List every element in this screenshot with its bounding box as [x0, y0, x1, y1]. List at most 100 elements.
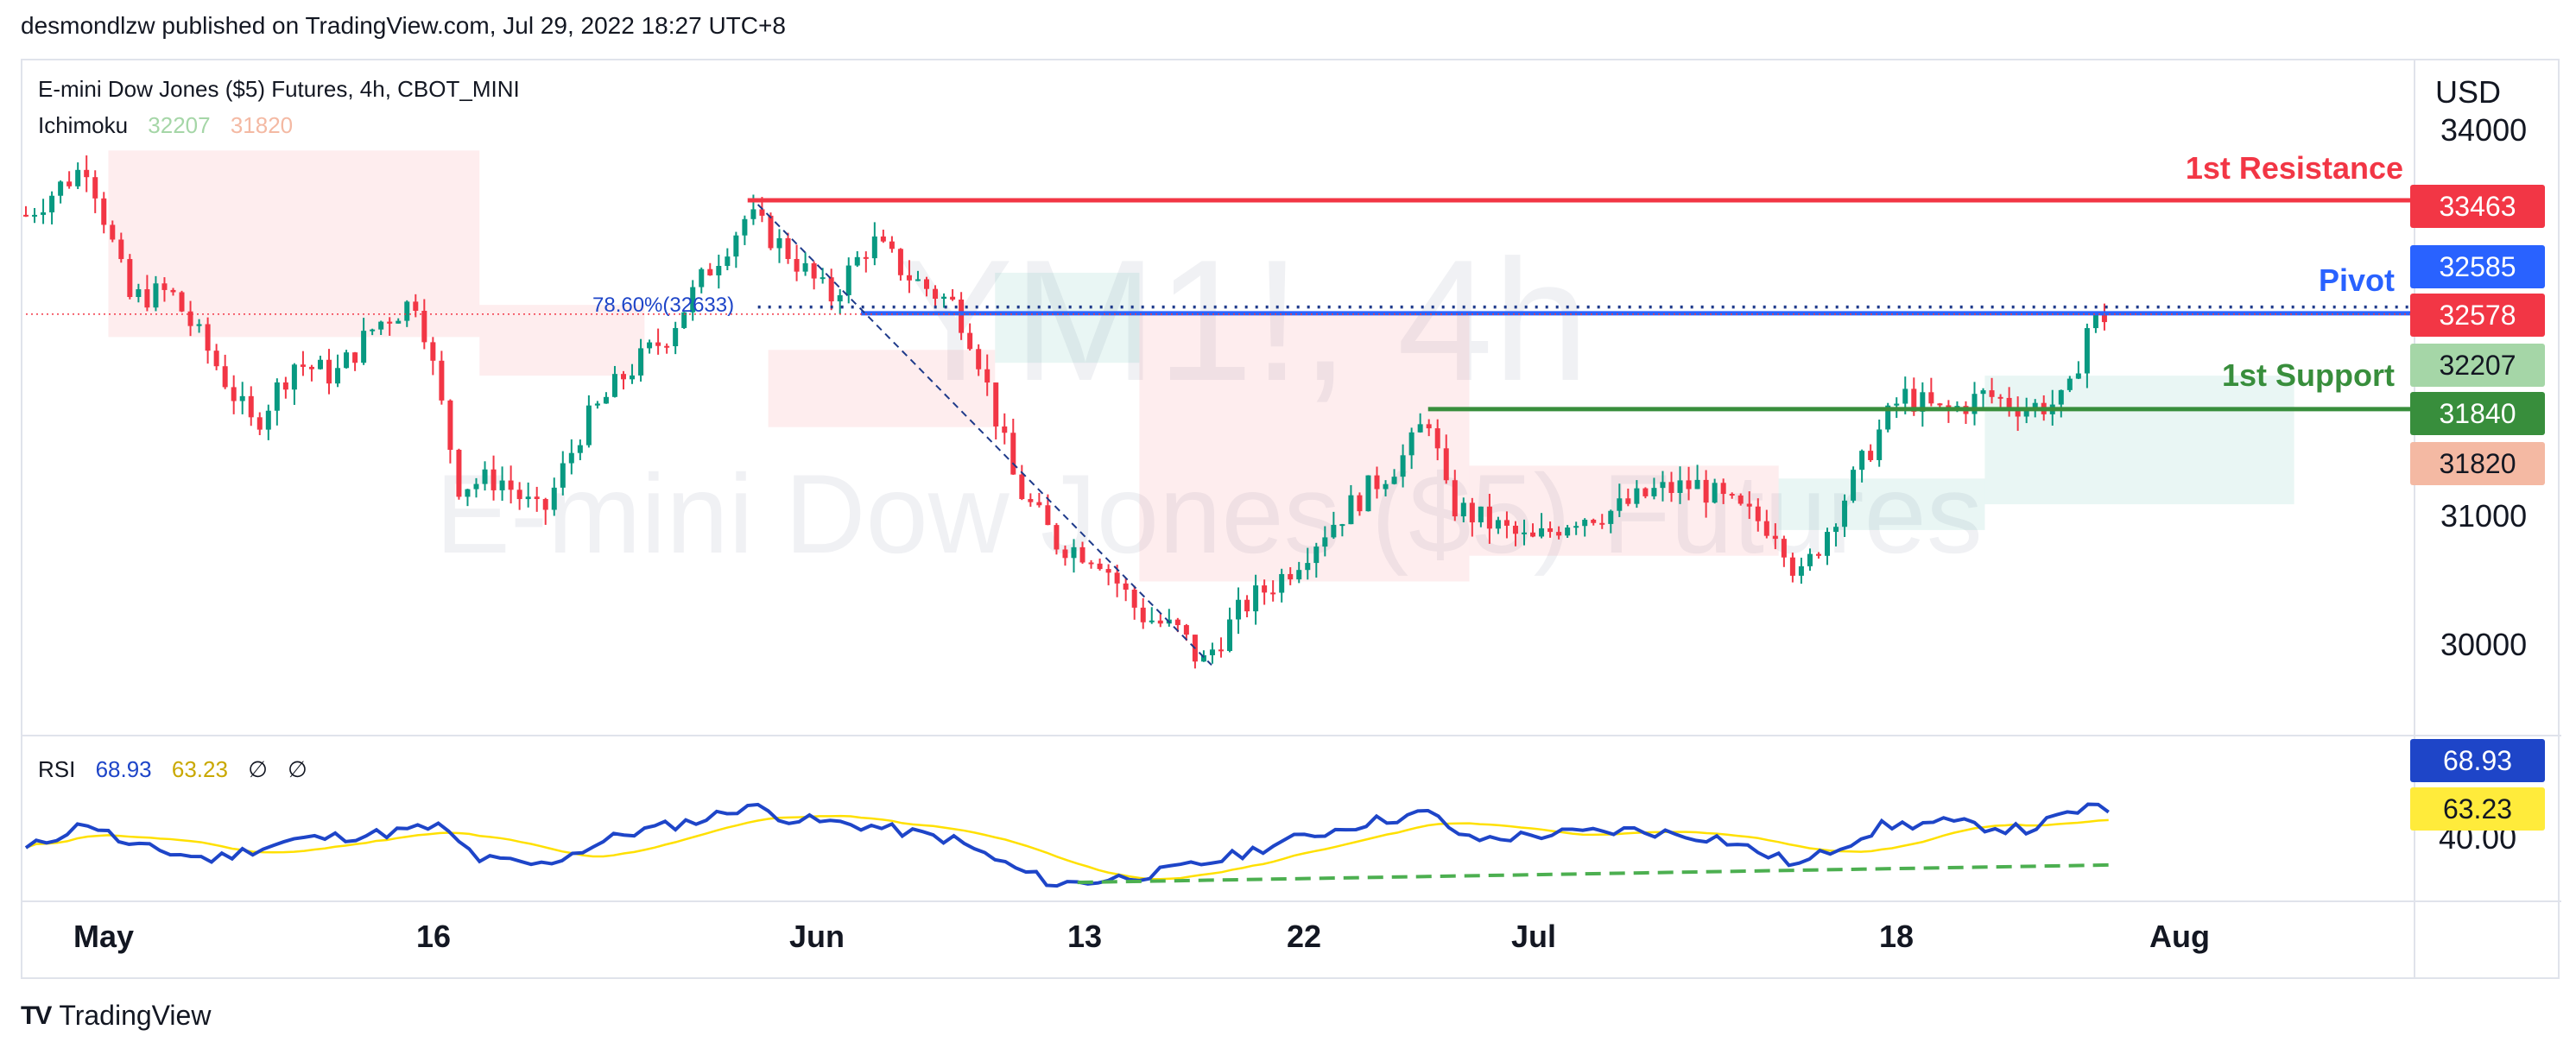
candle-body [1408, 432, 1415, 456]
candle-body [1183, 625, 1189, 635]
candle-body [1729, 494, 1735, 496]
candle-body [491, 469, 497, 490]
candle-body [499, 480, 505, 490]
candle-body [473, 483, 479, 490]
candle-body [1997, 396, 2003, 399]
candle-body [2075, 373, 2081, 379]
candle-body [1339, 524, 1345, 527]
tradingview-brand[interactable]: TV TradingView [21, 1000, 211, 1032]
candle-body [1617, 498, 1623, 511]
x-tick: May [73, 919, 135, 954]
candle-body [1296, 570, 1302, 580]
candle-body [1400, 455, 1406, 477]
candle-body [1088, 562, 1094, 565]
candle-body [23, 214, 28, 217]
candle-body [1877, 429, 1883, 460]
candle-body [1131, 589, 1137, 608]
candle-body [222, 366, 228, 388]
currency-label: USD [2435, 74, 2502, 110]
x-tick: Jun [788, 919, 845, 954]
candle-body [655, 342, 661, 346]
candle-body [1894, 403, 1900, 406]
candle-body [845, 265, 851, 295]
candle-body [413, 301, 419, 312]
rsi-value: 68.93 [95, 756, 152, 782]
candle-body [1686, 480, 1692, 490]
candle-body [690, 287, 696, 313]
candle-body [2092, 313, 2098, 329]
price-badge: 31840 [2410, 392, 2545, 435]
candle-body [2058, 389, 2064, 405]
candle-body [387, 321, 393, 324]
cloud-band [479, 305, 645, 376]
candle-body [906, 275, 912, 281]
candle-body [213, 351, 219, 367]
candle-body [1443, 448, 1449, 481]
candle-body [1227, 619, 1233, 652]
candle-body [967, 332, 973, 350]
candle-body [1833, 527, 1839, 533]
candle-body [1634, 488, 1640, 504]
rsi-empty-1: ∅ [248, 756, 268, 782]
price-badge: 31820 [2410, 442, 2545, 485]
candle-body [1426, 424, 1432, 429]
candle-body [430, 342, 436, 361]
candle-body [352, 352, 358, 363]
candle-body [984, 369, 991, 383]
candle-body [1599, 522, 1605, 525]
rsi-label: RSI [38, 756, 76, 782]
candle-body [1677, 480, 1683, 493]
candle-body [58, 181, 64, 196]
pivot-annotation: Pivot [2318, 262, 2395, 298]
candle-body [1002, 426, 1008, 433]
candle-body [1157, 620, 1163, 624]
candle-body [92, 177, 98, 199]
candle-body [1452, 480, 1458, 517]
candle-body [274, 382, 280, 411]
candle-body [1842, 500, 1848, 528]
candle-body [993, 382, 999, 426]
candle-body [1262, 585, 1268, 593]
svg-text:E-mini Dow Jones ($5) Futures: E-mini Dow Jones ($5) Futures [435, 451, 1983, 577]
candle-body [1547, 528, 1554, 533]
candle-body [1279, 573, 1285, 593]
candle-body [465, 489, 471, 497]
candle-body [1460, 502, 1466, 517]
candle-body [794, 258, 800, 272]
brand-name: TradingView [59, 1000, 212, 1031]
candle-body [1365, 475, 1371, 512]
candle-body [1434, 428, 1440, 449]
y-tick-31000: 31000 [2440, 498, 2528, 534]
candle-body [1902, 389, 1908, 404]
ichimoku-legend[interactable]: Ichimoku 32207 31820 [38, 112, 307, 139]
candle-body [1980, 390, 1986, 395]
candle-body [196, 324, 202, 326]
candle-body [1071, 546, 1077, 559]
candle-body [802, 262, 808, 272]
candle-body [32, 214, 38, 217]
candle-body [1010, 433, 1016, 475]
cloud-band [1984, 376, 2294, 505]
candle-body [1807, 553, 1813, 566]
resistance-annotation: 1st Resistance [2185, 150, 2403, 186]
fib-trendline [756, 204, 1212, 666]
candle-body [534, 496, 540, 500]
rsi-legend[interactable]: RSI 68.93 63.23 ∅ ∅ [38, 756, 321, 783]
cloud-band [995, 272, 1140, 363]
candle-body [370, 329, 376, 332]
candle-body [837, 294, 843, 302]
candle-body [1885, 405, 1891, 430]
candle-body [1989, 390, 1995, 397]
candle-body [551, 487, 557, 510]
chart-frame[interactable] [21, 59, 2560, 979]
cloud-band [1139, 311, 1470, 582]
candle-body [1815, 553, 1821, 556]
svg-text:YM1!, 4h: YM1!, 4h [898, 224, 1589, 417]
candle-body [611, 374, 617, 397]
candle-body [335, 368, 341, 384]
candle-body [776, 237, 782, 249]
candle-body [516, 490, 522, 500]
rsi-trendline [1077, 862, 2109, 885]
x-tick: Jul [1510, 919, 1557, 954]
candle-body [378, 321, 384, 330]
